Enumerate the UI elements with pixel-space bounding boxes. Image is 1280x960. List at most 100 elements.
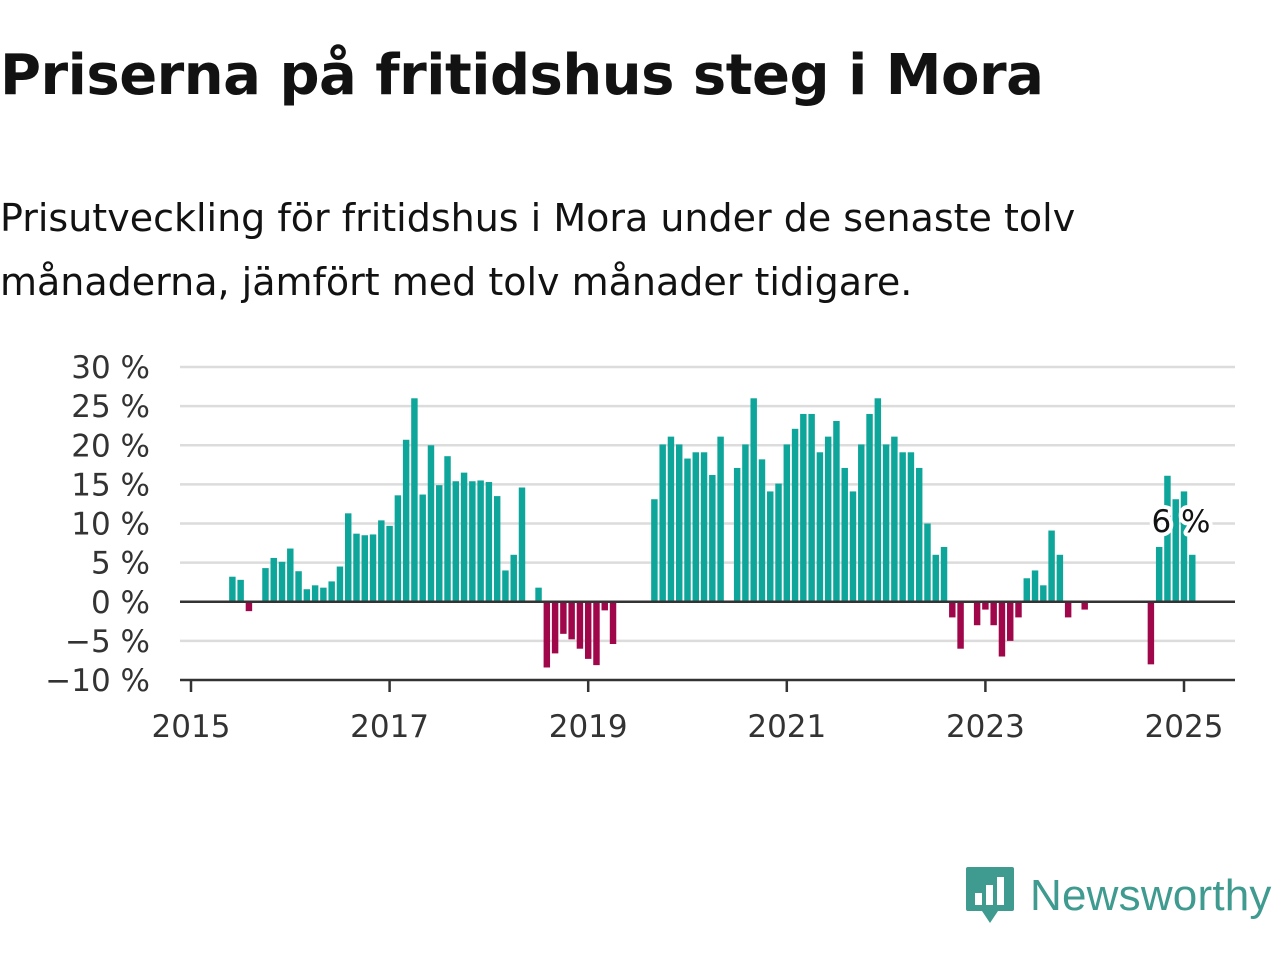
- bar-2016-09: [353, 533, 360, 602]
- x-axis-labels: 2015 2017 2019 2021 2023 2025: [152, 709, 1224, 745]
- bar-2018-01: [485, 482, 493, 602]
- y-tick-label: 25 %: [71, 389, 150, 425]
- bar-2022-04: [907, 452, 915, 602]
- bar-2022-02: [891, 436, 898, 602]
- bar-2018-12: [576, 601, 584, 649]
- x-tick-label: 2017: [350, 709, 429, 745]
- bar-2016-04: [311, 585, 319, 602]
- bar-2015-08: [245, 601, 253, 612]
- bar-2019-02: [593, 601, 600, 666]
- bar-2022-12: [973, 601, 981, 626]
- x-tick-label: 2023: [946, 709, 1025, 745]
- x-tick-label: 2019: [549, 709, 628, 745]
- y-tick-label: 20 %: [71, 428, 150, 464]
- bar-2021-12: [874, 398, 882, 602]
- chart-subtitle: Prisutveckling för fritidshus i Mora und…: [0, 196, 1076, 304]
- bar-2016-08: [345, 513, 352, 602]
- bar-2018-11: [568, 601, 575, 640]
- bar-2023-07: [1031, 570, 1039, 602]
- bar-2017-02: [394, 495, 402, 602]
- bar-2022-07: [932, 554, 939, 602]
- bar-2020-04: [709, 474, 716, 602]
- bar-2017-01: [386, 525, 393, 602]
- bar-2020-10: [758, 459, 766, 602]
- x-tick-label: 2021: [747, 709, 826, 745]
- bar-undefined: [1189, 554, 1196, 602]
- bar-2016-05: [320, 587, 327, 602]
- bar-2016-01: [287, 548, 294, 602]
- bar-2017-05: [419, 494, 426, 602]
- bar-2023-06: [1023, 578, 1030, 602]
- brand-logo: Newsworthy: [964, 864, 1272, 928]
- y-tick-label: −5 %: [65, 624, 150, 660]
- bar-2019-03: [601, 601, 608, 611]
- bar-2016-06: [328, 581, 335, 602]
- bar-2017-04: [411, 398, 418, 602]
- bar-2020-08: [742, 444, 749, 602]
- y-tick-label: 5 %: [91, 546, 150, 582]
- bar-2021-08: [841, 467, 848, 602]
- bar-2017-07: [436, 485, 443, 602]
- y-tick-label: 0 %: [91, 585, 150, 621]
- bar-2021-04: [808, 413, 815, 602]
- bar-2021-06: [824, 436, 832, 602]
- bar-2021-10: [858, 444, 865, 602]
- bar-2022-03: [899, 452, 906, 602]
- bar-2017-08: [444, 456, 451, 602]
- bar-2018-07: [535, 587, 542, 602]
- bar-2023-09: [1048, 530, 1055, 602]
- bar-2018-02: [493, 496, 501, 602]
- bar-2015-12: [278, 561, 286, 602]
- bar-2024-11: [1164, 475, 1171, 602]
- bar-2016-10: [361, 535, 368, 602]
- bar-2021-11: [866, 413, 873, 602]
- bar-2022-09: [949, 601, 956, 618]
- bar-2021-01: [783, 444, 791, 602]
- bar-2021-03: [800, 413, 807, 602]
- bar-2015-10: [262, 568, 269, 602]
- y-axis-labels: 30 %25 %20 %15 % 10 %5 %0 %−5 %−10 %: [45, 350, 150, 699]
- bar-2018-09: [551, 601, 559, 654]
- x-tick-label: 2015: [152, 709, 231, 745]
- bar-2021-05: [816, 452, 824, 602]
- bar-2020-11: [767, 491, 774, 602]
- y-tick-label: 10 %: [71, 507, 150, 543]
- bar-2017-11: [469, 481, 476, 602]
- bar-2020-09: [750, 398, 757, 602]
- bar-2020-03: [700, 452, 708, 602]
- bar-2019-11: [667, 436, 675, 602]
- bar-2021-02: [791, 428, 799, 602]
- bar-2021-09: [849, 491, 857, 602]
- bars: [229, 398, 1196, 668]
- bar-2024-01: [1081, 601, 1088, 610]
- bar-2018-05: [518, 487, 526, 602]
- annotation-label: 6 %: [1151, 504, 1210, 540]
- bar-2016-03: [303, 589, 311, 602]
- bar-2019-04: [609, 601, 617, 644]
- axes: [180, 600, 1235, 692]
- bar-2020-07: [733, 467, 741, 602]
- annotation-halo: 6 %: [1151, 504, 1210, 540]
- y-tick-label: −10 %: [45, 663, 150, 699]
- bar-2024-09: [1147, 601, 1155, 665]
- bar-2024-10: [1155, 546, 1163, 602]
- bar-2019-09: [651, 499, 658, 602]
- bar-2019-10: [659, 444, 666, 602]
- bar-2017-10: [460, 472, 468, 602]
- bar-2024-12: [1172, 499, 1179, 602]
- bar-2020-05: [717, 436, 724, 602]
- bar-2023-11: [1064, 601, 1072, 618]
- bar-2017-03: [402, 439, 410, 602]
- bar-2016-07: [336, 566, 344, 602]
- bar-2020-02: [692, 452, 699, 602]
- bar-2023-02: [990, 601, 997, 626]
- bar-2019-12: [676, 444, 683, 602]
- y-tick-label: 15 %: [71, 467, 150, 503]
- bar-2015-07: [237, 579, 244, 602]
- chart-title: Priserna på fritidshus steg i Mora: [0, 43, 1044, 108]
- bar-2020-12: [775, 483, 782, 602]
- bar-2023-01: [982, 601, 989, 610]
- bar-2022-08: [940, 546, 948, 602]
- bar-2016-11: [369, 534, 377, 602]
